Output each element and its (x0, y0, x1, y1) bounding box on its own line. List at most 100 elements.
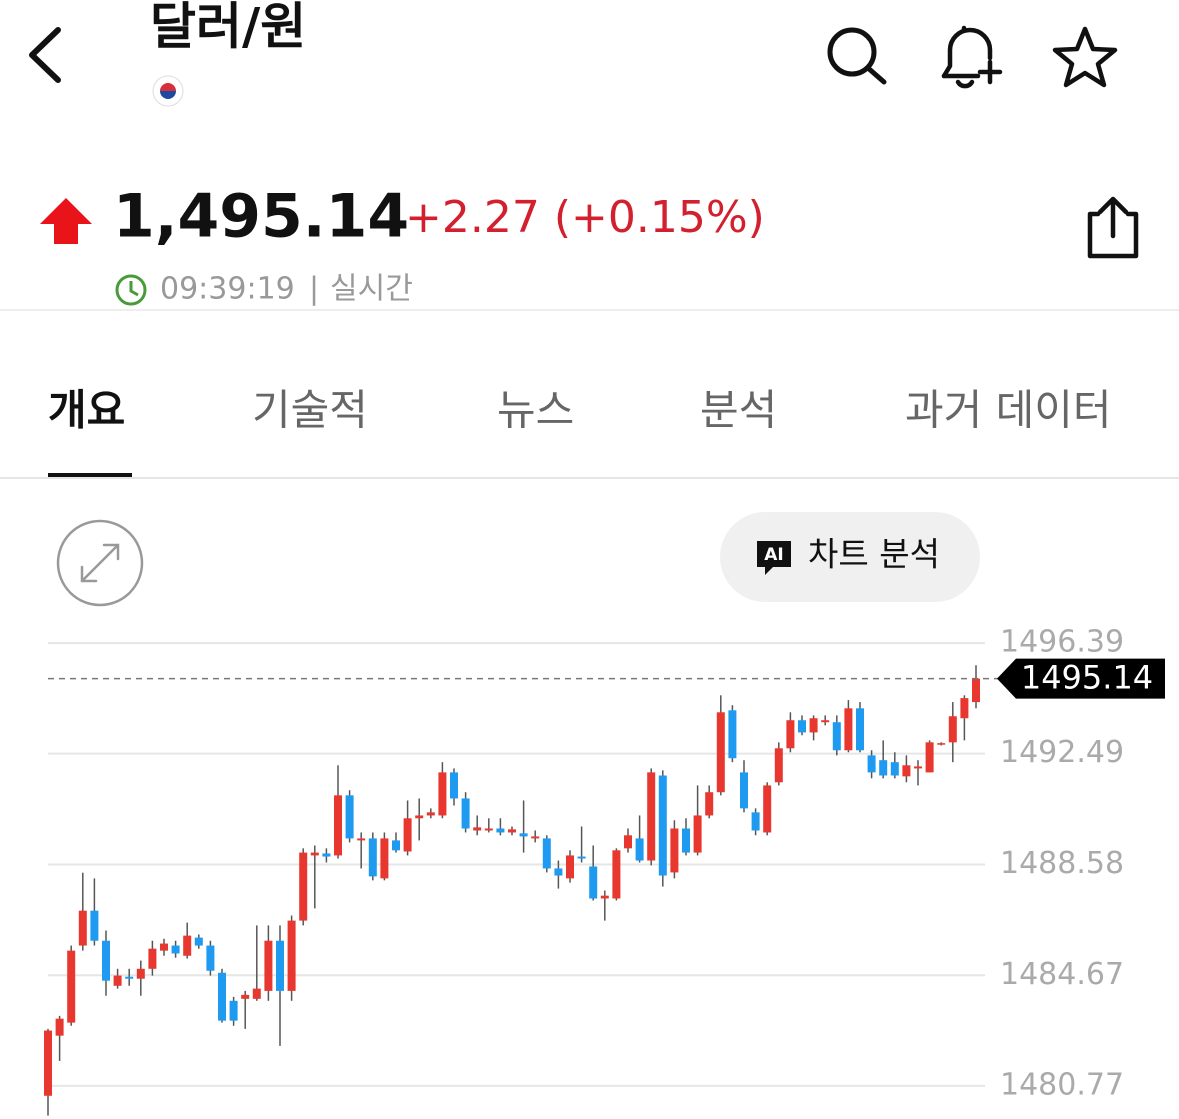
candle-body (786, 720, 795, 749)
candle-body (682, 828, 690, 853)
candle-body (183, 935, 192, 956)
candle-body (566, 855, 574, 879)
candle-body (113, 975, 122, 986)
favorite-button[interactable] (1052, 26, 1118, 88)
tab[interactable]: 기술적 (252, 386, 368, 435)
candle-body (67, 950, 76, 1023)
candle-body (55, 1018, 64, 1036)
candle-body (670, 828, 679, 873)
candle-body (716, 712, 725, 793)
candle-body (426, 812, 435, 816)
separator: | (309, 272, 319, 307)
candle-body (102, 940, 110, 981)
candle-body (276, 940, 284, 991)
candle-body (821, 720, 830, 723)
candle-body (612, 850, 621, 899)
candle-body (763, 785, 772, 833)
candle-body (542, 838, 551, 869)
up-arrow (40, 198, 92, 244)
y-tick-label: 1480.77 (1000, 1067, 1124, 1102)
button-label: 차트 분석 (808, 535, 940, 574)
candle-body (635, 838, 644, 861)
candle-body (136, 968, 145, 979)
candle-body (508, 829, 516, 833)
candle-body (496, 828, 505, 833)
candle-body (287, 920, 296, 991)
candle-body (600, 895, 609, 899)
price: 1,495.14 (113, 182, 409, 252)
y-tick-label: 1484.67 (1000, 957, 1124, 992)
candle-body (960, 698, 969, 719)
candle-body (890, 762, 899, 776)
tab-bar: 개요 기술적 뉴스 분석 과거 데이터 (48, 386, 1112, 479)
candle-body (879, 760, 888, 776)
candle-body (392, 840, 400, 851)
current-price-label: 1495.14 (1021, 659, 1153, 697)
candle-body (925, 742, 934, 773)
candle-body (577, 856, 586, 859)
candle-body (368, 838, 377, 877)
y-tick-label: 1496.39 (1000, 625, 1124, 660)
current-price-tag (997, 658, 1165, 699)
candle-body (415, 815, 424, 819)
flag-icon (152, 75, 184, 107)
tab[interactable]: 뉴스 (497, 386, 574, 435)
candle-body (438, 772, 447, 816)
candle-body (194, 937, 203, 946)
candle-body (380, 838, 389, 879)
candle-body (241, 994, 250, 999)
candle-body (867, 755, 876, 773)
back-button[interactable] (29, 27, 61, 83)
candle-body (206, 945, 215, 971)
candle-body (624, 835, 632, 849)
candle-body (125, 976, 134, 979)
candle-body (740, 772, 748, 809)
candle-body (798, 720, 806, 733)
candle-body (484, 828, 493, 831)
candle-body (299, 852, 308, 921)
share-button[interactable] (1087, 196, 1139, 259)
y-tick-label: 1492.49 (1000, 735, 1124, 770)
tab[interactable]: 개요 (48, 386, 125, 435)
candle-body (461, 798, 470, 829)
candle-body (751, 812, 760, 831)
candle-body (856, 708, 864, 751)
realtime-label: 실시간 (330, 272, 413, 307)
candle-body (450, 772, 458, 799)
candle-body (554, 868, 563, 876)
tab[interactable]: 분석 (700, 386, 777, 435)
candle-body (357, 838, 366, 841)
y-tick-label: 1488.58 (1000, 846, 1124, 881)
candle-body (693, 815, 702, 853)
candle-body (334, 795, 342, 856)
candle-body (345, 795, 354, 839)
candle-body (148, 948, 157, 969)
candle-body (473, 827, 482, 831)
candle-body (728, 710, 737, 759)
candle-body (44, 1030, 52, 1096)
candle-body (972, 678, 980, 703)
chart-analysis-button[interactable]: AI 차트 분석 (720, 512, 980, 602)
update-time: 09:39:19 (160, 272, 295, 307)
clock-icon (115, 274, 147, 306)
candle-body (809, 718, 818, 733)
expand-button[interactable] (56, 519, 144, 607)
candle-body (160, 943, 168, 951)
page-title: 달러/원 (150, 0, 306, 56)
candle-body (658, 775, 667, 876)
candle-body (774, 748, 783, 783)
candle-body (218, 972, 226, 1021)
alert-button[interactable] (941, 25, 1003, 89)
candle-body (705, 792, 714, 816)
tab[interactable]: 과거 데이터 (905, 386, 1112, 435)
candle-body (902, 765, 911, 777)
candle-body (90, 910, 99, 941)
search-button[interactable] (827, 27, 887, 85)
candle-body (229, 1000, 238, 1021)
candle-body (310, 852, 319, 856)
candle-body (844, 708, 853, 751)
candle-body (589, 866, 598, 899)
candle-body (948, 716, 957, 743)
